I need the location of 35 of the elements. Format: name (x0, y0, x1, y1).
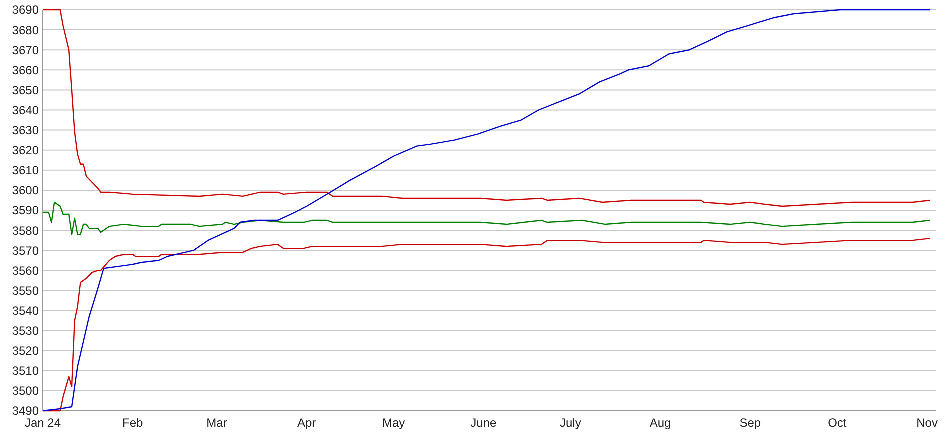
x-tick-label: May (382, 416, 406, 430)
x-tick-label: Sep (740, 416, 762, 430)
y-tick-label: 3490 (12, 404, 40, 418)
x-tick-label: Nov (916, 416, 938, 430)
x-tick-label: Feb (122, 416, 144, 430)
y-tick-label: 3650 (12, 83, 40, 98)
y-tick-label: 3600 (12, 184, 40, 198)
x-tick-label: Jan 24 (24, 416, 62, 430)
y-tick-label: 3670 (12, 43, 40, 58)
line-series (42, 9, 931, 208)
y-tick-label: 3550 (12, 284, 40, 298)
y-tick-label: 3610 (12, 164, 40, 178)
y-tick-label: 3560 (12, 264, 40, 278)
x-tick-label: Oct (828, 416, 848, 430)
y-tick-label: 3580 (12, 224, 40, 238)
x-tick-label: July (560, 416, 582, 430)
line-series (42, 9, 931, 412)
y-tick-label: 3520 (12, 344, 40, 358)
y-tick-label: 3680 (12, 23, 40, 38)
y-tick-label: 3570 (12, 244, 40, 258)
x-tick-label: Aug (650, 416, 672, 430)
line-series (42, 202, 931, 236)
y-tick-label: 3630 (12, 124, 40, 138)
y-tick-label: 3590 (12, 204, 40, 218)
y-tick-label: 3620 (12, 144, 40, 158)
y-tick-label: 3500 (12, 384, 40, 398)
x-tick-label: June (470, 416, 498, 430)
y-tick-label: 3540 (12, 304, 40, 318)
y-tick-label: 3530 (12, 324, 40, 338)
y-tick-label: 3660 (12, 63, 40, 78)
y-tick-label: 3510 (12, 364, 40, 378)
x-tick-label: Mar (206, 416, 228, 430)
y-tick-label: 3640 (12, 103, 40, 118)
y-tick-label: 3690 (12, 3, 40, 18)
x-tick-label: Apr (297, 416, 316, 430)
